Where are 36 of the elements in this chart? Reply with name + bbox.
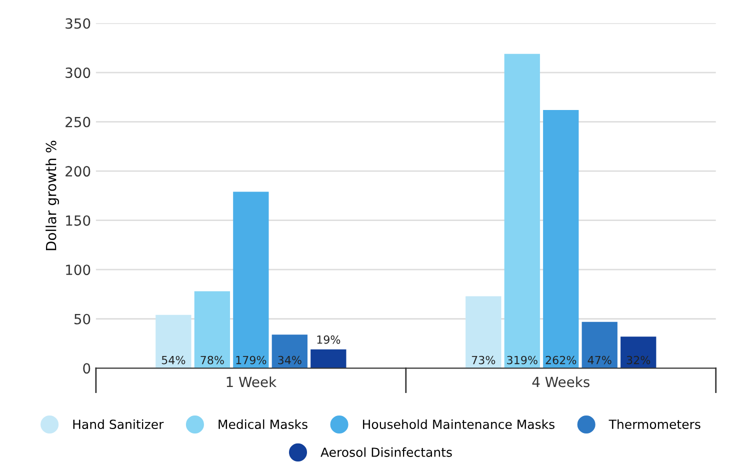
bar bbox=[620, 336, 656, 368]
y-tick-label: 300 bbox=[66, 68, 90, 78]
y-axis-title: Dollar growth % bbox=[46, 140, 60, 250]
data-label: 54% bbox=[162, 356, 186, 364]
bar bbox=[156, 314, 192, 368]
bar bbox=[543, 110, 579, 368]
x-tick-label: 4 Weeks bbox=[532, 376, 590, 388]
bar bbox=[466, 296, 502, 368]
y-tick-label: 350 bbox=[66, 18, 90, 29]
y-tick-label: 50 bbox=[74, 314, 90, 324]
y-tick-label: 100 bbox=[66, 264, 90, 276]
data-label: 179% bbox=[236, 356, 266, 364]
bar bbox=[233, 192, 269, 368]
bar bbox=[272, 334, 308, 368]
data-label: 19% bbox=[317, 335, 340, 344]
y-tick-label: 200 bbox=[66, 166, 90, 177]
data-label: 32% bbox=[626, 356, 650, 364]
data-label: 47% bbox=[588, 356, 612, 364]
legend-label: Thermometers bbox=[608, 419, 700, 430]
x-tick-label: 1 Week bbox=[226, 376, 277, 388]
legend-label: Aerosol Disinfectants bbox=[320, 447, 452, 457]
data-label: 34% bbox=[278, 356, 302, 364]
data-label: 319% bbox=[507, 356, 538, 364]
bar bbox=[504, 54, 540, 368]
legend-label: Hand Sanitizer bbox=[73, 419, 164, 430]
y-tick-label: 150 bbox=[66, 215, 90, 226]
legend-label: Medical Masks bbox=[218, 419, 308, 430]
data-label: 73% bbox=[472, 356, 496, 364]
legend-label: Household Maintenance Masks bbox=[363, 419, 554, 430]
y-tick-label: 250 bbox=[66, 116, 90, 128]
y-tick-label: 0 bbox=[83, 363, 90, 374]
bar bbox=[194, 291, 230, 368]
bar bbox=[582, 322, 618, 368]
data-label: 262% bbox=[546, 356, 576, 364]
bar bbox=[310, 349, 346, 368]
data-label: 78% bbox=[200, 356, 224, 364]
